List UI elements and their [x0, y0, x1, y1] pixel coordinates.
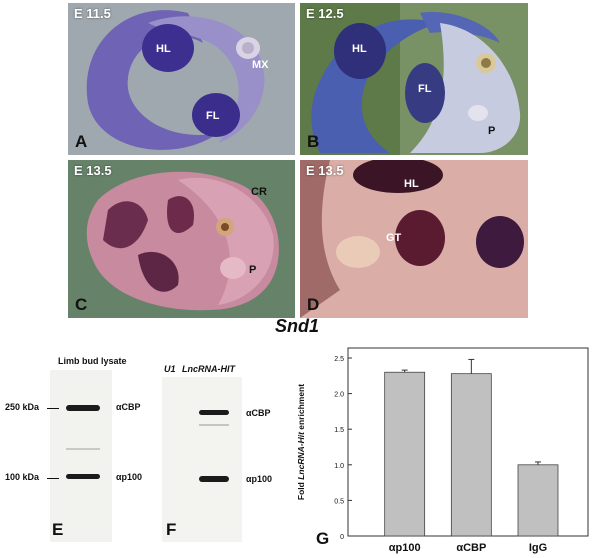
label-hl-b: HL — [352, 43, 367, 55]
blot-e-title: Limb bud lysate — [58, 356, 127, 366]
label-gt-d: GT — [386, 232, 402, 244]
blot-f-lane-lncrna: LncRNA-HIT — [182, 364, 235, 374]
blot-f-label-cbp: αCBP — [246, 408, 271, 418]
blot-f-label-p100: αp100 — [246, 474, 273, 484]
x-category-label: IgG — [529, 542, 547, 554]
x-category-label: αCBP — [456, 542, 486, 554]
blot-e-marker-250: 250 kDa — [5, 402, 40, 412]
panel-letter-e: E — [52, 520, 64, 539]
y-tick-label: 2.0 — [334, 392, 344, 399]
blot-f-lane-u1: U1 — [164, 364, 176, 374]
bar — [517, 464, 559, 537]
panel-letter-f: F — [166, 520, 177, 539]
label-cr-c: CR — [251, 186, 267, 198]
y-tick-label: 0 — [340, 534, 344, 541]
panel-letter-b: B — [307, 132, 320, 151]
label-hl-d: HL — [404, 178, 419, 190]
panel-a-photo: E 11.5 HL MX FL A — [68, 3, 295, 155]
label-fl-b: FL — [418, 83, 432, 95]
x-category-label: αp100 — [389, 542, 421, 554]
y-tick-label: 0.5 — [334, 498, 344, 505]
stage-label-a: E 11.5 — [74, 6, 111, 21]
y-tick-label: 1.5 — [334, 427, 344, 434]
panel-letter-a: A — [75, 132, 88, 151]
blot-e-faint-band — [66, 448, 100, 450]
label-p-b: P — [488, 125, 496, 137]
y-axis-label: Fold LncRNA-Hit enrichment — [296, 384, 306, 500]
label-fl-a: FL — [206, 110, 220, 122]
bar — [450, 373, 492, 537]
bar — [384, 371, 426, 537]
marker-tick-100 — [47, 478, 59, 479]
y-tick-label: 2.5 — [334, 356, 344, 363]
panel-letter-g: G — [316, 529, 329, 548]
embryo-e11-5-image — [68, 3, 295, 155]
blot-e-band-p100 — [66, 474, 100, 479]
stage-label-b: E 12.5 — [306, 6, 344, 21]
label-hl-a: HL — [156, 43, 171, 55]
embryo-e12-5-image — [300, 3, 528, 155]
panel-d-photo: E 13.5 HL GT D — [300, 160, 528, 318]
stage-label-c: E 13.5 — [74, 163, 112, 178]
embryo-e13-5-ventral-image — [300, 160, 528, 318]
label-mx-a: MX — [252, 59, 269, 71]
blot-f-faint-band — [199, 424, 229, 426]
blot-f-image — [162, 377, 242, 542]
blot-e-image — [50, 370, 112, 542]
panel-letter-d: D — [307, 295, 320, 314]
blot-e-marker-100: 100 kDa — [5, 472, 40, 482]
stage-label-d: E 13.5 — [306, 163, 344, 178]
marker-tick-250 — [47, 408, 59, 409]
blot-e-band-cbp — [66, 405, 100, 411]
panel-letter-c: C — [75, 295, 88, 314]
enrichment-bar-chart: Fold LncRNA-Hit enrichment 0 0.5 1.0 1.5 2.0… — [296, 347, 589, 554]
blot-e-label-p100: αp100 — [116, 472, 143, 482]
blot-e-label-cbp: αCBP — [116, 402, 141, 412]
blot-f-band-p100 — [199, 476, 229, 482]
embryo-e13-5-image — [68, 160, 295, 318]
label-p-c: P — [249, 264, 257, 276]
y-tick-label: 1.0 — [334, 463, 344, 470]
panel-b-photo: E 12.5 HL FL P B — [300, 3, 528, 155]
panel-c-photo: E 13.5 CR P C — [68, 160, 295, 318]
gene-label: Snd1 — [275, 316, 320, 336]
blot-f-band-cbp — [199, 410, 229, 415]
